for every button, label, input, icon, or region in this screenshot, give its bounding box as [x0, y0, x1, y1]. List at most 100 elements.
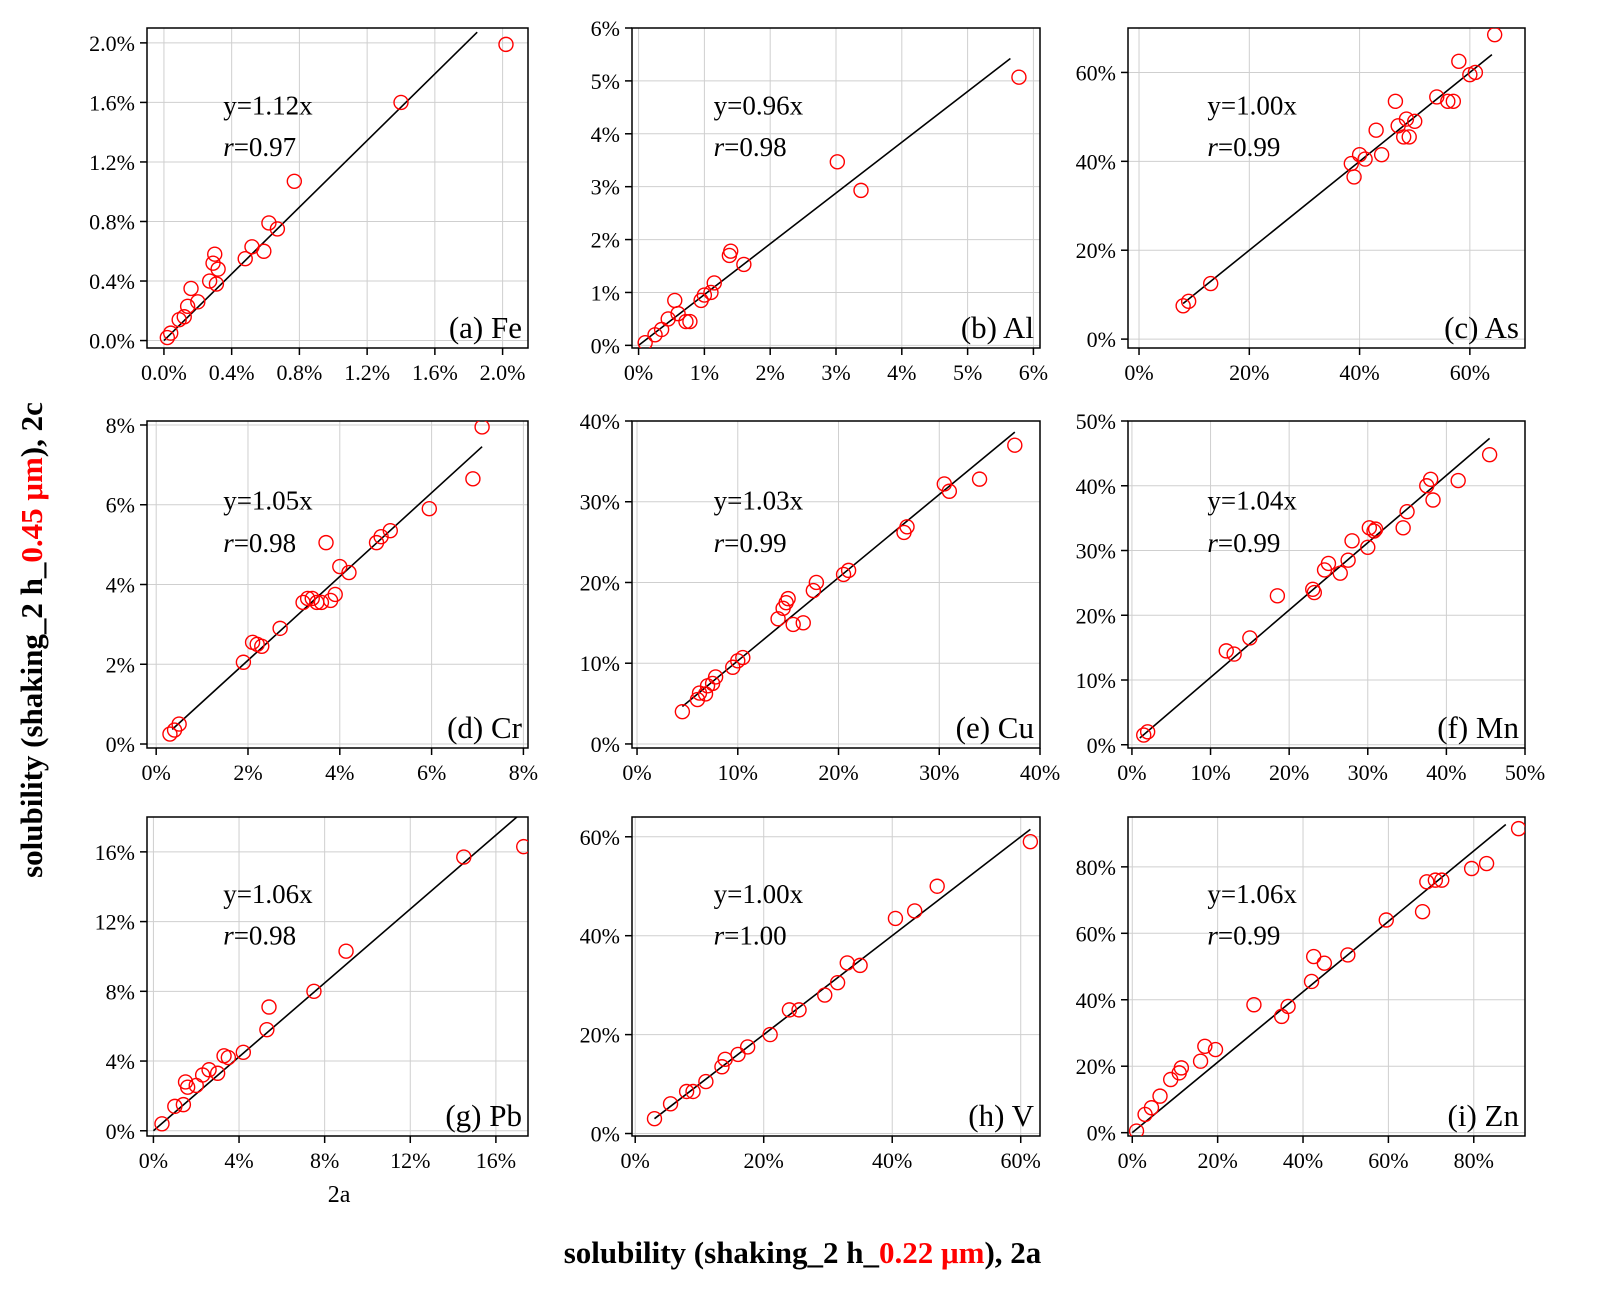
x-tick-label: 4%	[887, 360, 916, 385]
data-point	[1022, 834, 1039, 850]
plot-frame	[146, 816, 529, 1137]
data-point	[670, 305, 686, 322]
y-tick-label: 0.8%	[89, 209, 135, 234]
data-point	[1351, 146, 1368, 163]
data-point	[1429, 89, 1445, 105]
x-tick-label: 0%	[1124, 360, 1153, 385]
data-point	[1269, 588, 1286, 604]
data-point	[313, 594, 330, 611]
x-tick-label: 5%	[953, 360, 982, 385]
data-point	[498, 36, 514, 53]
correlation-label: r=0.98	[223, 528, 296, 558]
panel-label: (g) Pb	[445, 1098, 522, 1133]
data-point	[306, 983, 322, 1000]
x-tick-label: 20%	[744, 1148, 784, 1173]
x-tick-label: 1.2%	[344, 360, 390, 385]
data-point	[179, 298, 196, 315]
data-point	[220, 1049, 237, 1066]
x-tick-label: 30%	[919, 760, 959, 785]
data-point	[1451, 53, 1467, 70]
y-tick-label: 40%	[1076, 988, 1116, 1013]
y-tick-label: 2.0%	[89, 31, 135, 56]
equation-label: y=1.12x	[223, 90, 313, 120]
data-point	[1422, 471, 1439, 487]
data-point	[674, 703, 691, 720]
y-tick-label: 0%	[591, 333, 620, 358]
y-tick-label: 0%	[106, 1119, 135, 1144]
data-point	[696, 287, 713, 303]
data-point	[1346, 169, 1362, 185]
data-point	[829, 974, 846, 991]
data-point	[1414, 904, 1431, 920]
data-point	[808, 574, 825, 591]
equation-label: y=1.03x	[714, 485, 804, 515]
data-point	[235, 654, 252, 670]
x-tick-label: 0%	[142, 760, 171, 785]
data-point	[1305, 948, 1322, 965]
x-tick-label: 40%	[1339, 360, 1379, 385]
data-point	[341, 564, 357, 581]
x-tick-label: 60%	[1450, 360, 1490, 385]
data-point	[1226, 646, 1242, 662]
y-tick-label: 40%	[1076, 474, 1116, 499]
data-point	[1440, 93, 1456, 110]
data-point	[1395, 520, 1411, 536]
data-point	[1192, 1053, 1209, 1069]
correlation-label: r=0.99	[714, 528, 787, 558]
panel-label: (f) Mn	[1437, 710, 1519, 745]
data-point	[1481, 446, 1498, 463]
y-tick-label: 0%	[1087, 327, 1116, 352]
x-tick-label: 1%	[690, 360, 719, 385]
x-tick-label: 30%	[1348, 760, 1388, 785]
y-tick-label: 20%	[1076, 238, 1116, 263]
data-point	[1368, 122, 1384, 138]
data-point	[205, 255, 221, 271]
data-point	[835, 566, 852, 583]
y-axis-title-suffix: ), 2c	[14, 402, 49, 458]
scatter-panel: 0% 1% 2% 3% 4% 5% 6% 0% 1% 2% 3% 4% 5% 6% y=0.96x r=0.9…	[591, 16, 1048, 385]
panel-label: (a) Fe	[449, 310, 522, 345]
data-point	[678, 313, 694, 330]
plot-frame	[631, 420, 1041, 749]
data-point	[852, 957, 868, 974]
scatter-panel: 0% 4% 8% 12% 16% 0% 4% 8% 12% 16% y=1.06x r=0.98 (g)…	[95, 816, 529, 1208]
equation-label: y=1.04x	[1207, 485, 1297, 515]
y-tick-label: 6%	[106, 493, 135, 518]
correlation-label: r=0.98	[714, 132, 787, 162]
data-point	[739, 1039, 756, 1055]
y-axis-title: solubility (shaking_2 h_0.45 μm), 2c	[14, 402, 50, 878]
y-tick-label: 0.4%	[89, 269, 135, 294]
data-point	[208, 276, 225, 292]
equation-label: y=1.06x	[1207, 879, 1297, 909]
correlation-label: r=0.99	[1207, 132, 1280, 162]
x-tick-label: 1.6%	[412, 360, 458, 385]
data-point	[1398, 111, 1415, 127]
data-point	[259, 1021, 275, 1038]
data-point	[465, 471, 481, 487]
data-point	[1197, 1038, 1213, 1054]
fit-line	[152, 817, 518, 1132]
data-point	[190, 294, 206, 310]
x-tick-label: 60%	[1001, 1148, 1041, 1173]
x-tick-label: 12%	[390, 1148, 430, 1173]
x-tick-label: 50%	[1505, 760, 1545, 785]
x-axis-title-suffix: ), 2a	[984, 1235, 1042, 1270]
x-tick-label: 0%	[1118, 1148, 1147, 1173]
correlation-label: r=0.99	[1207, 528, 1280, 558]
data-point	[338, 943, 354, 959]
data-point	[207, 246, 223, 262]
data-point	[163, 325, 179, 341]
data-point	[304, 590, 320, 607]
data-point	[805, 582, 822, 599]
data-point	[685, 1083, 701, 1100]
scatter-panel: 0% 10% 20% 30% 40% 0% 10% 20% 30% 40% y=1.03x r=0.9…	[580, 409, 1060, 785]
x-tick-label: 80%	[1454, 1148, 1494, 1173]
data-point	[887, 910, 904, 927]
data-point	[1463, 860, 1480, 877]
data-point	[1450, 472, 1466, 489]
scatter-panel: 0% 2% 4% 6% 8% 0% 2% 4% 6% 8% y=1.05x r=0.98 (d) Cr	[106, 413, 538, 785]
plot-frame	[146, 27, 529, 349]
data-point	[1273, 1008, 1290, 1025]
data-point	[1143, 1100, 1160, 1116]
data-point	[637, 335, 653, 348]
